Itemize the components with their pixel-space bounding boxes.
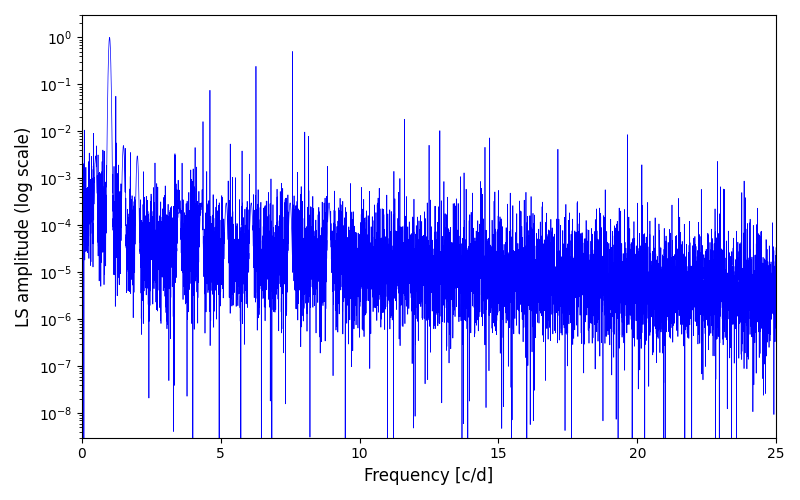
Y-axis label: LS amplitude (log scale): LS amplitude (log scale) [15,126,33,326]
X-axis label: Frequency [c/d]: Frequency [c/d] [364,467,494,485]
